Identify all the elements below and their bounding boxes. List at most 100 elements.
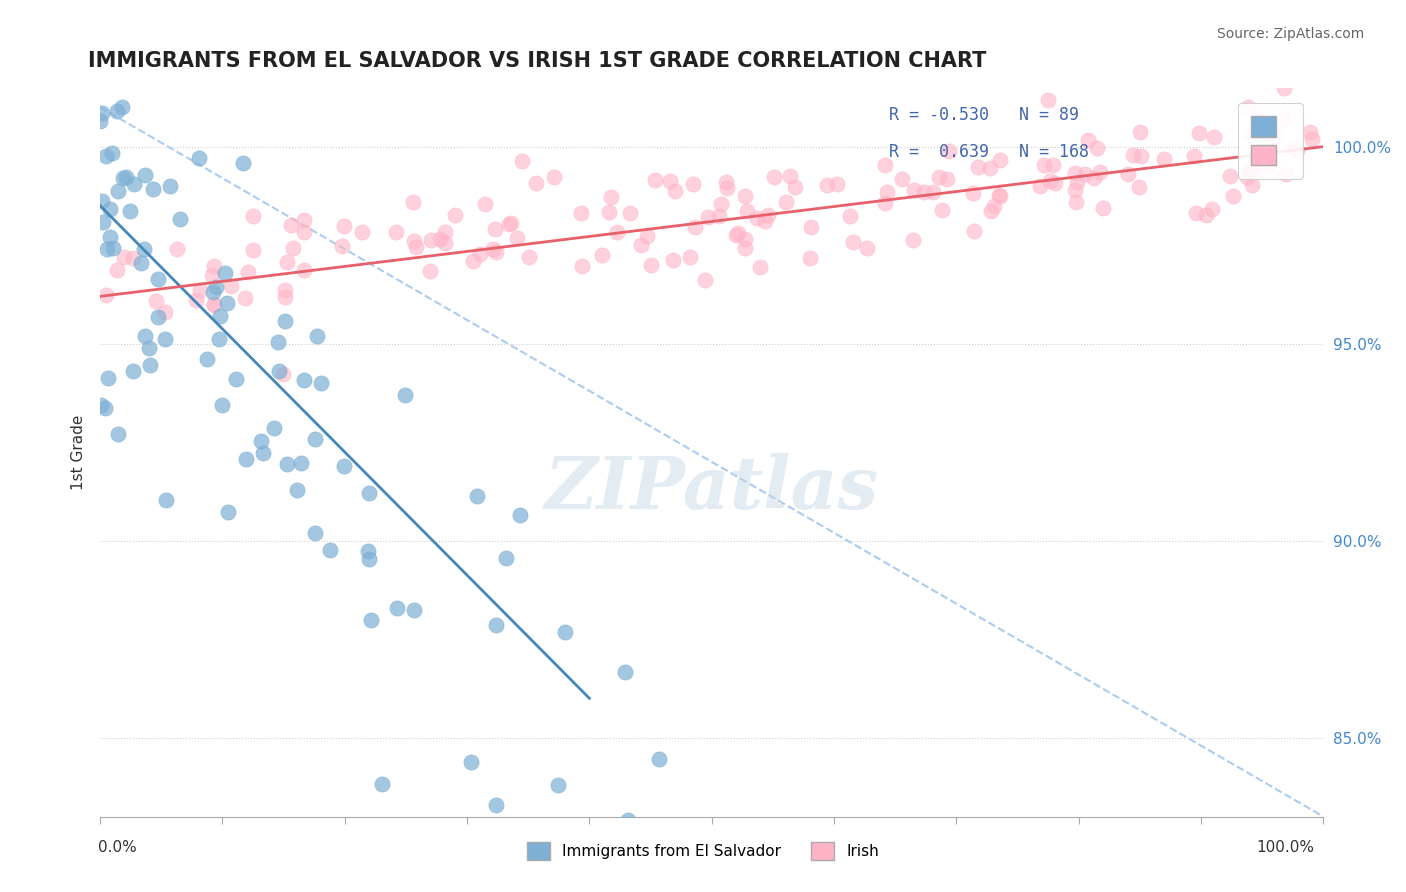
Point	[485, 244, 508, 259]
Point	[799, 251, 821, 265]
Point	[903, 183, 925, 197]
Point	[839, 209, 862, 223]
Point	[1153, 152, 1175, 166]
Point	[1064, 195, 1087, 210]
Point	[107, 104, 129, 119]
Text: ZIPatlas: ZIPatlas	[544, 453, 879, 524]
Point	[1088, 164, 1111, 178]
Point	[734, 241, 756, 255]
Point	[682, 177, 704, 191]
Point	[696, 210, 718, 224]
Point	[1092, 202, 1115, 216]
Point	[333, 219, 356, 233]
Point	[679, 250, 702, 264]
Point	[285, 483, 308, 497]
Point	[94, 401, 117, 415]
Point	[1083, 171, 1105, 186]
Point	[132, 242, 155, 256]
Point	[962, 225, 984, 239]
Point	[938, 144, 960, 158]
Point	[146, 272, 169, 286]
Point	[267, 334, 290, 349]
Point	[211, 398, 233, 412]
Point	[370, 777, 392, 791]
Point	[1184, 205, 1206, 219]
Point	[1182, 149, 1205, 163]
Point	[274, 313, 297, 327]
Point	[1260, 154, 1282, 169]
Point	[90, 106, 112, 120]
Text: IMMIGRANTS FROM EL SALVADOR VS IRISH 1ST GRADE CORRELATION CHART: IMMIGRANTS FROM EL SALVADOR VS IRISH 1ST…	[89, 51, 986, 70]
Point	[571, 206, 593, 220]
Point	[636, 228, 658, 243]
Point	[1249, 124, 1271, 138]
Point	[842, 235, 865, 250]
Point	[506, 231, 529, 245]
Point	[153, 332, 176, 346]
Point	[734, 189, 756, 203]
Point	[648, 752, 671, 766]
Point	[762, 170, 785, 185]
Point	[217, 505, 239, 519]
Point	[1275, 167, 1298, 181]
Point	[357, 544, 380, 558]
Point	[707, 209, 730, 223]
Point	[1240, 161, 1263, 175]
Point	[263, 421, 285, 435]
Point	[233, 291, 256, 305]
Point	[276, 255, 298, 269]
Point	[217, 296, 239, 310]
Point	[1236, 169, 1258, 184]
Point	[499, 216, 522, 230]
Point	[114, 169, 136, 184]
Point	[252, 446, 274, 460]
Point	[695, 273, 717, 287]
Point	[1222, 188, 1244, 202]
Point	[1128, 180, 1150, 194]
Point	[98, 230, 121, 244]
Point	[1301, 132, 1323, 146]
Text: R = -0.530   N = 89: R = -0.530 N = 89	[889, 106, 1078, 124]
Point	[979, 161, 1001, 176]
Point	[730, 888, 752, 892]
Point	[756, 208, 779, 222]
Point	[122, 364, 145, 378]
Point	[433, 226, 456, 240]
Point	[1195, 208, 1218, 222]
Point	[359, 552, 381, 566]
Point	[292, 225, 315, 239]
Point	[1064, 183, 1087, 197]
Point	[281, 241, 304, 255]
Point	[725, 228, 748, 243]
Point	[444, 208, 467, 222]
Point	[983, 199, 1005, 213]
Point	[481, 242, 503, 256]
Point	[519, 250, 541, 264]
Point	[484, 222, 506, 236]
Point	[1256, 126, 1278, 140]
Point	[1237, 163, 1260, 178]
Point	[524, 176, 547, 190]
Point	[876, 185, 898, 199]
Point	[434, 235, 457, 250]
Text: R =  0.639   N = 168: R = 0.639 N = 168	[889, 143, 1090, 161]
Point	[606, 225, 628, 239]
Point	[460, 755, 482, 769]
Point	[145, 294, 167, 309]
Point	[155, 492, 177, 507]
Point	[111, 100, 134, 114]
Point	[734, 232, 756, 246]
Point	[598, 204, 620, 219]
Text: 100.0%: 100.0%	[1257, 840, 1315, 855]
Legend: , : ,	[1237, 103, 1303, 178]
Point	[966, 160, 988, 174]
Point	[250, 434, 273, 448]
Point	[988, 153, 1011, 168]
Point	[903, 233, 925, 247]
Text: Source: ZipAtlas.com: Source: ZipAtlas.com	[1216, 27, 1364, 41]
Point	[980, 203, 1002, 218]
Point	[269, 364, 291, 378]
Point	[495, 550, 517, 565]
Point	[101, 146, 124, 161]
Point	[360, 613, 382, 627]
